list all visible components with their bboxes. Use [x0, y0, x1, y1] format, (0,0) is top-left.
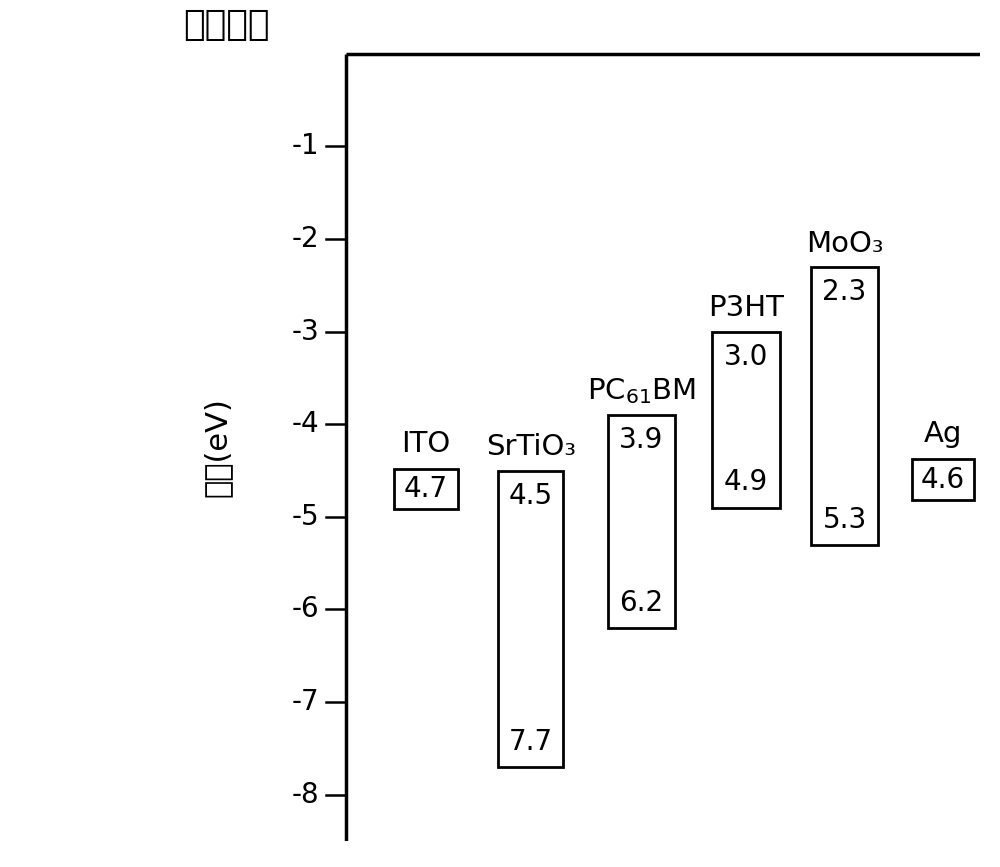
Text: 4.6: 4.6 — [921, 466, 965, 494]
Text: 7.7: 7.7 — [509, 727, 553, 756]
Bar — [394, 469, 458, 510]
Text: 真空能级: 真空能级 — [183, 8, 270, 42]
Bar — [498, 471, 563, 767]
Text: -6: -6 — [291, 596, 319, 623]
Bar — [608, 415, 675, 628]
Bar — [912, 460, 974, 500]
Text: -5: -5 — [291, 503, 319, 531]
Text: -7: -7 — [291, 688, 319, 716]
Text: P3HT: P3HT — [708, 295, 784, 323]
Text: -4: -4 — [291, 410, 319, 438]
Text: PC$_{61}$BM: PC$_{61}$BM — [587, 376, 696, 406]
Text: MoO₃: MoO₃ — [806, 230, 883, 257]
Bar — [712, 332, 780, 507]
Text: 2.3: 2.3 — [822, 278, 867, 306]
Text: 4.9: 4.9 — [724, 468, 768, 497]
Text: 4.7: 4.7 — [404, 475, 448, 503]
Bar — [811, 267, 878, 544]
Text: ITO: ITO — [402, 429, 451, 458]
Text: 3.0: 3.0 — [724, 342, 768, 371]
Text: -3: -3 — [291, 317, 319, 346]
Text: -8: -8 — [291, 780, 319, 809]
Text: -1: -1 — [291, 133, 319, 160]
Text: SrTiO₃: SrTiO₃ — [486, 434, 576, 461]
Text: 3.9: 3.9 — [619, 426, 664, 454]
Text: Ag: Ag — [924, 420, 962, 448]
Text: 5.3: 5.3 — [822, 505, 867, 533]
Text: 4.5: 4.5 — [509, 482, 553, 510]
Text: 6.2: 6.2 — [619, 589, 664, 617]
Text: 能量(eV): 能量(eV) — [202, 397, 231, 498]
Text: -2: -2 — [291, 225, 319, 253]
